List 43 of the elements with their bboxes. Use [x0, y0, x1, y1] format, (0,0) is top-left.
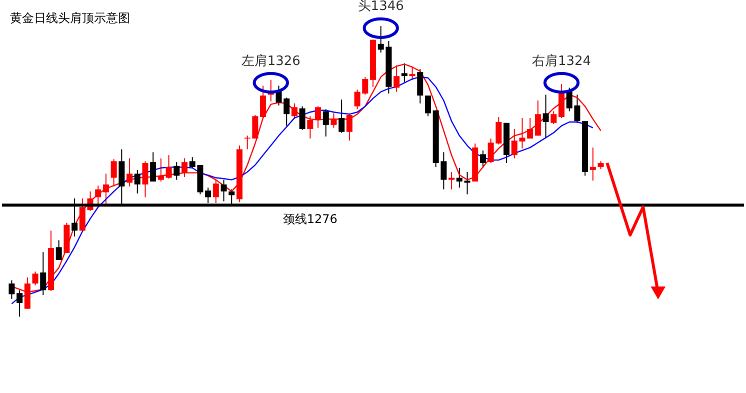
candlestick [182, 158, 188, 178]
candlestick [448, 171, 455, 190]
candlestick [56, 240, 62, 260]
candlestick [322, 108, 329, 138]
candlestick [409, 66, 416, 80]
candlestick [8, 280, 15, 300]
candlestick [166, 154, 172, 180]
candlestick [338, 99, 345, 134]
candlestick [330, 112, 337, 128]
candlestick [480, 150, 486, 168]
candlestick [142, 160, 148, 198]
candlestick [401, 62, 408, 82]
candlestick [126, 158, 133, 187]
annotation: 右肩1324 [532, 52, 592, 69]
annotation: 左肩1326 [241, 52, 300, 69]
candlestick [212, 179, 219, 204]
candlestick [158, 158, 164, 182]
candlestick [291, 102, 298, 120]
candlestick [110, 158, 117, 187]
candlestick [134, 169, 140, 194]
candlestick [590, 147, 596, 182]
chart-title: 黄金日线头肩顶示意图 [10, 11, 130, 25]
ref-line-label: 颈线1276 [282, 212, 338, 226]
candlestick [417, 68, 424, 104]
candlestick [16, 290, 23, 318]
candlestick [542, 94, 549, 138]
candlestick [102, 173, 109, 205]
candlestick [40, 252, 46, 296]
candlestick [315, 106, 322, 128]
candlestick [346, 114, 352, 142]
candlestick [79, 198, 86, 232]
candlestick [220, 179, 227, 202]
candlestick [424, 95, 431, 117]
candlestick [527, 117, 534, 140]
candlestick [299, 106, 306, 130]
candlestick [150, 152, 156, 182]
candlestick [95, 185, 102, 205]
candlestick [174, 162, 180, 180]
candlestick [550, 110, 557, 125]
candlestick [534, 100, 541, 136]
candlestick [307, 116, 314, 140]
candlestick [260, 85, 266, 118]
candlestick [32, 271, 38, 286]
